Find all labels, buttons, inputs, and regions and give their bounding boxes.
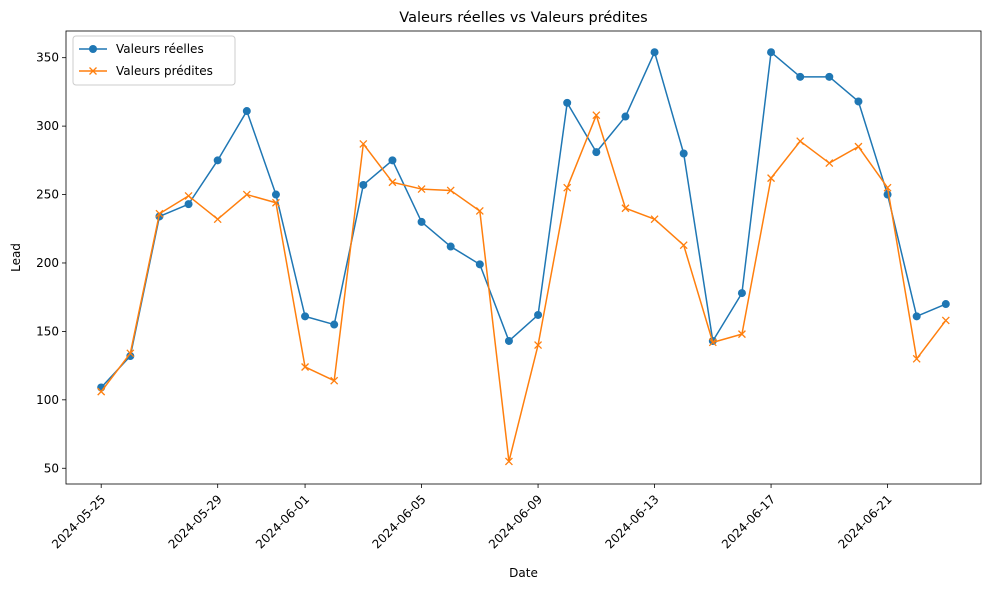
data-point xyxy=(679,149,688,158)
data-point xyxy=(737,289,746,298)
data-point xyxy=(388,156,397,165)
legend-label: Valeurs prédites xyxy=(116,64,213,78)
x-axis-label: Date xyxy=(509,566,538,580)
y-tick-label: 350 xyxy=(36,51,59,65)
y-tick-label: 250 xyxy=(36,188,59,202)
data-point xyxy=(417,185,426,194)
data-point xyxy=(97,387,106,396)
data-point xyxy=(854,97,863,106)
data-point xyxy=(330,376,339,385)
data-point xyxy=(796,72,805,81)
y-tick-label: 50 xyxy=(44,461,59,475)
data-point xyxy=(854,142,863,151)
data-point xyxy=(737,330,746,339)
data-point xyxy=(534,310,543,319)
legend: Valeurs réelles Valeurs prédites xyxy=(72,35,236,86)
data-point xyxy=(271,190,280,199)
data-point xyxy=(679,241,688,250)
data-point xyxy=(126,352,135,361)
data-point xyxy=(271,198,280,207)
data-point xyxy=(825,159,834,168)
data-point xyxy=(301,312,310,321)
data-point xyxy=(767,174,776,183)
data-point xyxy=(126,349,135,358)
data-point xyxy=(650,215,659,224)
plot-frame xyxy=(65,30,982,485)
y-axis-label: Lead xyxy=(9,243,23,272)
legend-box xyxy=(72,35,236,86)
y-tick-label: 200 xyxy=(36,256,59,270)
data-point xyxy=(592,111,601,120)
data-point xyxy=(941,316,950,325)
data-point xyxy=(155,209,164,218)
data-point xyxy=(708,338,717,347)
data-point xyxy=(883,183,892,192)
data-point xyxy=(475,260,484,269)
series-actual xyxy=(97,48,950,392)
data-point xyxy=(330,320,339,329)
data-point xyxy=(446,186,455,195)
data-point xyxy=(504,457,513,466)
data-point xyxy=(504,336,513,345)
legend-label: Valeurs réelles xyxy=(116,42,204,56)
data-point xyxy=(417,217,426,226)
legend-marker xyxy=(89,67,97,75)
data-point xyxy=(563,183,572,192)
y-tick-label: 150 xyxy=(36,324,59,338)
data-point xyxy=(767,48,776,57)
series-predicted xyxy=(97,111,950,466)
data-point xyxy=(475,207,484,215)
data-point xyxy=(621,204,630,213)
y-tick-label: 100 xyxy=(36,393,59,407)
data-point xyxy=(941,300,950,309)
data-point xyxy=(650,48,659,57)
legend-item: Valeurs prédites xyxy=(79,64,213,78)
y-tick-label: 300 xyxy=(36,119,59,133)
data-point xyxy=(359,180,368,189)
data-point xyxy=(796,137,805,146)
data-point xyxy=(388,178,397,187)
data-point xyxy=(301,363,310,371)
data-point xyxy=(213,215,222,224)
series-layer xyxy=(97,48,950,466)
data-point xyxy=(359,139,368,148)
data-point xyxy=(242,107,251,116)
data-point xyxy=(563,98,572,107)
data-point xyxy=(825,72,834,81)
plot-area xyxy=(66,31,981,484)
data-point xyxy=(912,312,921,321)
data-point xyxy=(534,341,543,350)
series-line xyxy=(100,51,947,389)
data-point xyxy=(592,148,601,157)
legend-item: Valeurs réelles xyxy=(79,42,204,56)
data-point xyxy=(184,200,193,209)
data-point xyxy=(621,112,630,121)
y-axis: 50 100 150 200 250 300 350 xyxy=(36,51,66,475)
data-point xyxy=(242,190,251,199)
legend-marker xyxy=(89,45,97,53)
data-point xyxy=(184,191,193,200)
data-point xyxy=(446,242,455,251)
series-line xyxy=(100,114,947,463)
chart-title: Valeurs réelles vs Valeurs prédites xyxy=(399,10,647,26)
data-point xyxy=(912,354,921,363)
data-point xyxy=(213,156,222,165)
